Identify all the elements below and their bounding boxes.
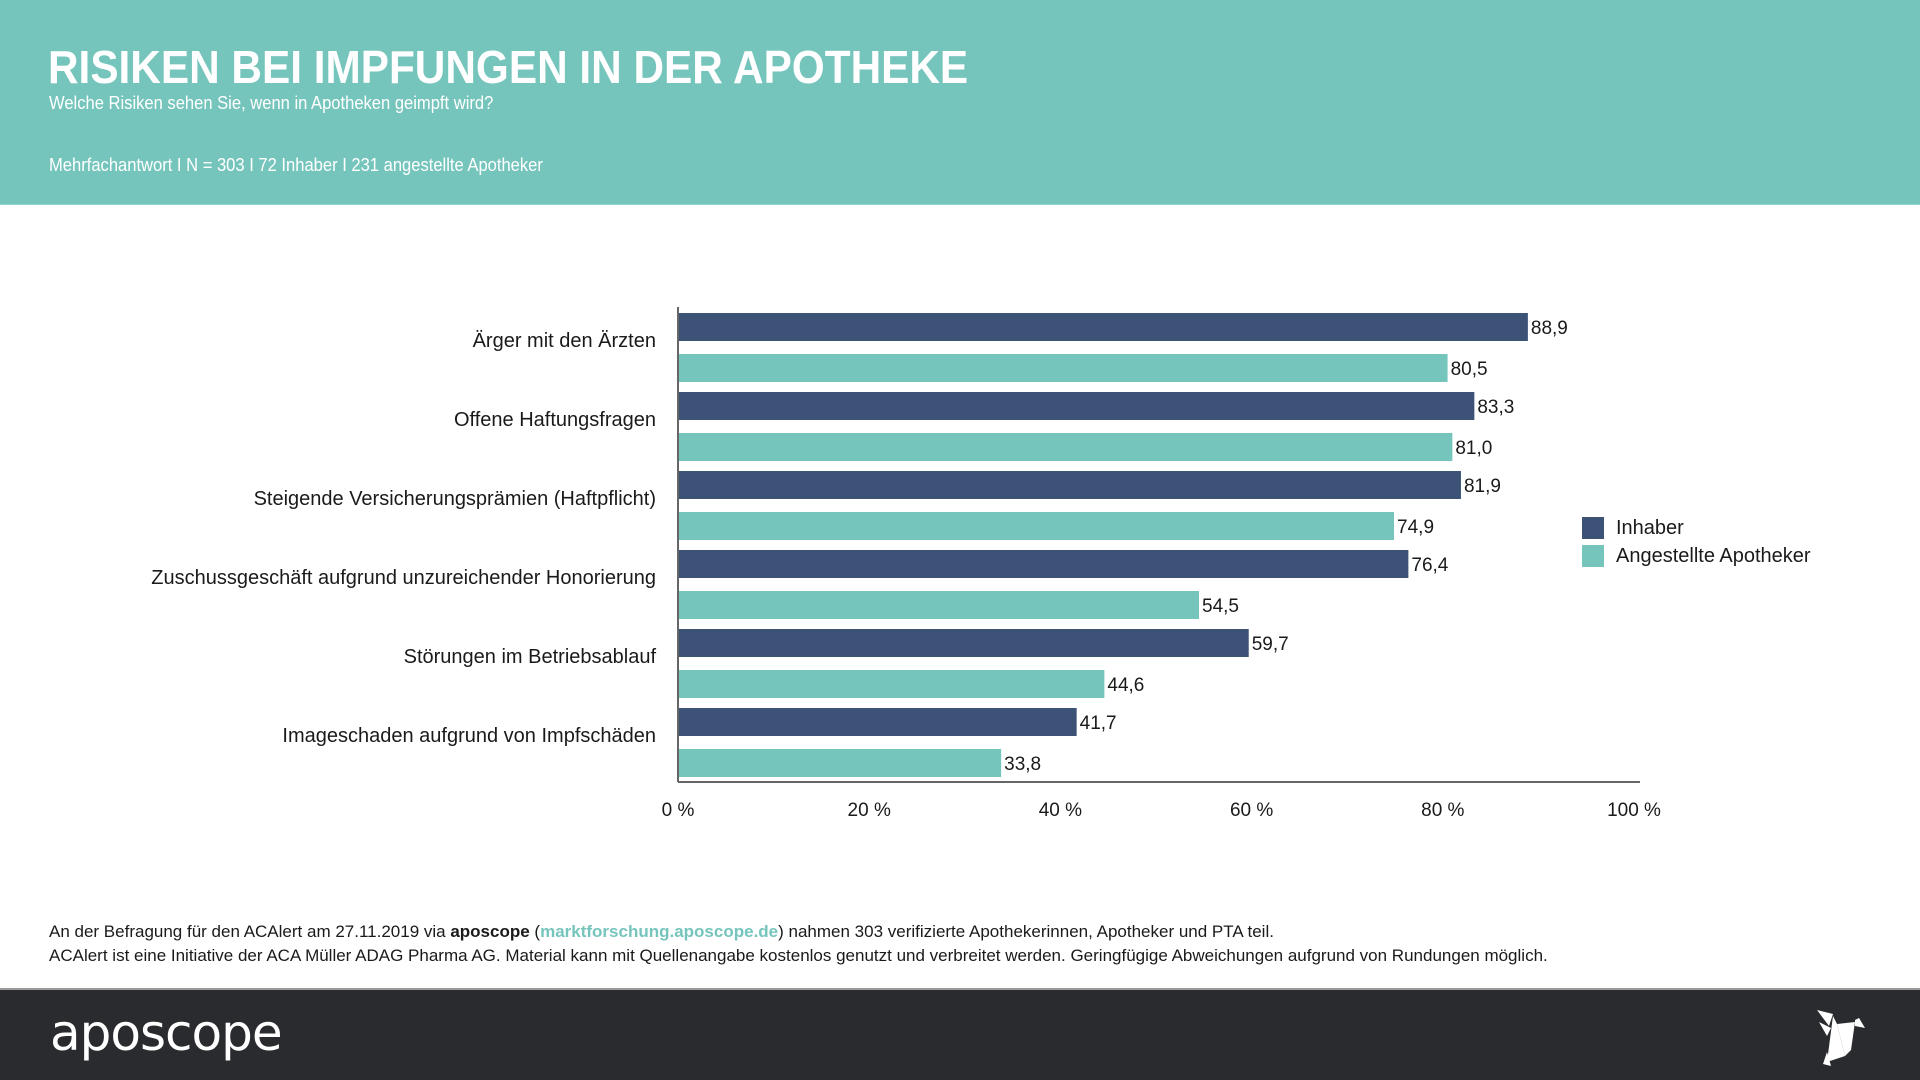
bar-inhaber bbox=[679, 629, 1249, 657]
page-title: RISIKEN BEI IMPFUNGEN IN DER APOTHEKE bbox=[48, 41, 969, 93]
x-tick-label: 80 % bbox=[1421, 800, 1464, 821]
value-labels: 88,9 80,5 83,3 81,0 81,9 74,9 76,4 54,5 59,7 44,6… bbox=[1004, 318, 1568, 775]
category-label: Steigende Versicherungsprämien (Haftpfli… bbox=[254, 488, 656, 510]
footnote: An der Befragung für den ACAlert am 27.1… bbox=[49, 920, 1548, 968]
category-label: Offene Haftungsfragen bbox=[454, 409, 656, 431]
value-label: 88,9 bbox=[1531, 318, 1568, 339]
legend-item-angestellte: Angestellte Apotheker bbox=[1582, 542, 1811, 570]
bar-angestellte bbox=[679, 749, 1002, 777]
value-label: 81,0 bbox=[1455, 438, 1492, 459]
bar-inhaber bbox=[679, 313, 1528, 341]
bar-angestellte bbox=[679, 512, 1395, 540]
x-tick-label: 60 % bbox=[1230, 800, 1273, 821]
category-labels: Ärger mit den Ärzten Offene Haftungsfrage… bbox=[151, 330, 656, 747]
bars bbox=[679, 313, 1528, 777]
bar-inhaber bbox=[679, 392, 1475, 420]
value-label: 44,6 bbox=[1107, 675, 1144, 696]
x-tick-label: 40 % bbox=[1039, 800, 1082, 821]
footnote-line-2: ACAlert ist eine Initiative der ACA Müll… bbox=[49, 946, 1548, 965]
bar-inhaber bbox=[679, 471, 1461, 499]
aposcope-logo: aposcope bbox=[50, 1004, 283, 1062]
origami-bird-icon bbox=[1817, 1010, 1865, 1066]
category-label: Zuschussgeschäft aufgrund unzureichender… bbox=[151, 567, 656, 589]
value-label: 33,8 bbox=[1004, 754, 1041, 775]
footnote-line-1: An der Befragung für den ACAlert am 27.1… bbox=[49, 920, 1548, 944]
bar-inhaber bbox=[679, 708, 1077, 736]
bar-angestellte bbox=[679, 433, 1453, 461]
header-banner: RISIKEN BEI IMPFUNGEN IN DER APOTHEKE We… bbox=[0, 0, 1920, 205]
bar-angestellte bbox=[679, 591, 1200, 619]
legend-item-inhaber: Inhaber bbox=[1582, 514, 1811, 542]
footnote-brand: aposcope bbox=[450, 922, 530, 941]
category-label: Imageschaden aufgrund von Impfschäden bbox=[282, 725, 656, 747]
legend-swatch-angestellte bbox=[1582, 545, 1604, 567]
value-label: 54,5 bbox=[1202, 596, 1239, 617]
chart-legend: Inhaber Angestellte Apotheker bbox=[1582, 514, 1811, 570]
legend-label-inhaber: Inhaber bbox=[1616, 516, 1684, 539]
bar-angestellte bbox=[679, 670, 1105, 698]
footnote-paren-open: ( bbox=[529, 922, 541, 941]
footer-bar: aposcope bbox=[0, 988, 1920, 1080]
footnote-link[interactable]: marktforschung.aposcope.de bbox=[540, 922, 779, 941]
x-tick-label: 100 % bbox=[1607, 800, 1661, 821]
legend-swatch-inhaber bbox=[1582, 517, 1604, 539]
value-label: 83,3 bbox=[1477, 397, 1514, 418]
category-label: Störungen im Betriebsablauf bbox=[404, 646, 657, 668]
footnote-text: An der Befragung für den ACAlert am 27.1… bbox=[49, 922, 451, 941]
value-label: 59,7 bbox=[1252, 634, 1289, 655]
bar-angestellte bbox=[679, 354, 1448, 382]
x-tick-label: 20 % bbox=[848, 800, 891, 821]
page-subtitle: Welche Risiken sehen Sie, wenn in Apothe… bbox=[49, 93, 494, 113]
value-label: 80,5 bbox=[1451, 359, 1488, 380]
legend-label-angestellte: Angestellte Apotheker bbox=[1616, 544, 1811, 567]
value-label: 41,7 bbox=[1080, 713, 1117, 734]
x-tick-label: 0 % bbox=[662, 800, 695, 821]
value-label: 81,9 bbox=[1464, 476, 1501, 497]
value-label: 76,4 bbox=[1411, 555, 1448, 576]
x-tick-labels: 0 % 20 % 40 % 60 % 80 % 100 % bbox=[662, 800, 1661, 821]
category-label: Ärger mit den Ärzten bbox=[473, 330, 656, 352]
sample-info: Mehrfachantwort I N = 303 I 72 Inhaber I… bbox=[49, 155, 543, 175]
footnote-text-end: ) nahmen 303 verifizierte Apothekerinnen… bbox=[778, 922, 1274, 941]
bar-inhaber bbox=[679, 550, 1409, 578]
value-label: 74,9 bbox=[1397, 517, 1434, 538]
